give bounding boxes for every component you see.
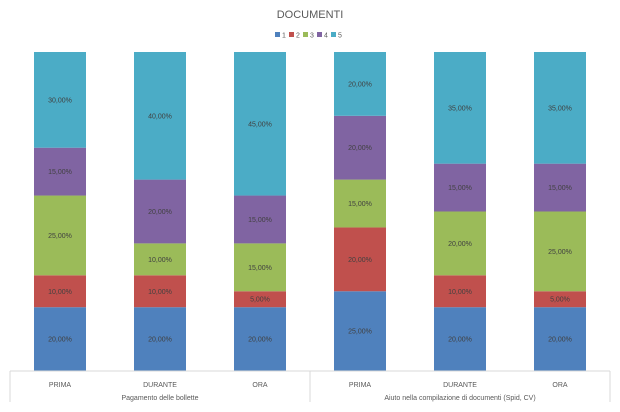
bar-segment [234, 307, 286, 371]
category-label: DURANTE [443, 382, 477, 389]
data-label: 40,00% [148, 113, 172, 120]
bar-segment [334, 115, 386, 180]
bar-segment [334, 291, 386, 371]
category-axis: PRIMA DURANTE ORA PRIMA DURANTE ORA Pagamento … [9, 370, 611, 402]
data-label: 5,00% [550, 297, 570, 304]
bar-segment [234, 243, 286, 292]
data-label: 15,00% [248, 265, 272, 272]
legend-label-2: 2 [296, 33, 300, 40]
bar-segment [234, 195, 286, 244]
data-label: 15,00% [48, 169, 72, 176]
data-label: 25,00% [48, 233, 72, 240]
legend-swatch-5 [331, 32, 336, 37]
bar-segment [34, 52, 86, 148]
bar-segment [534, 307, 586, 371]
group-label: Pagamento delle bollette [121, 395, 198, 402]
data-label: 10,00% [148, 257, 172, 264]
data-label: 25,00% [548, 249, 572, 256]
category-label: ORA [252, 382, 268, 389]
bar-segment [434, 52, 486, 164]
bar-segment [134, 275, 186, 308]
bar-segment [534, 211, 586, 292]
data-label: 10,00% [48, 289, 72, 296]
bar-segment [134, 179, 186, 244]
legend-label-1: 1 [282, 33, 286, 40]
bar-segment [34, 195, 86, 276]
legend-label-4: 4 [324, 33, 328, 40]
legend-swatch-4 [317, 32, 322, 37]
data-label: 35,00% [448, 105, 472, 112]
bar-segment [134, 307, 186, 371]
bar-segment [434, 275, 486, 308]
data-label: 10,00% [148, 289, 172, 296]
bar-segment [434, 211, 486, 276]
data-label: 25,00% [348, 329, 372, 336]
bar-segment [534, 163, 586, 212]
bar-segment [334, 227, 386, 292]
bars [34, 52, 586, 371]
bar-segment [34, 307, 86, 371]
bar-segment [234, 52, 286, 196]
data-label: 20,00% [348, 81, 372, 88]
data-labels: 20,00% 10,00% 25,00% 15,00% 30,00% 20,00% 10,0… [48, 81, 572, 343]
bar-segment [434, 307, 486, 371]
data-label: 20,00% [448, 337, 472, 344]
data-label: 20,00% [48, 337, 72, 344]
group-label: Aiuto nella compilazione di documenti (S… [384, 395, 535, 402]
chart-title: DOCUMENTI [277, 9, 344, 21]
data-label: 20,00% [448, 241, 472, 248]
bar-segment [434, 163, 486, 212]
data-label: 20,00% [348, 145, 372, 152]
category-label: PRIMA [349, 382, 372, 389]
data-label: 20,00% [248, 337, 272, 344]
data-label: 45,00% [248, 121, 272, 128]
data-label: 5,00% [250, 297, 270, 304]
category-label: ORA [552, 382, 568, 389]
data-label: 20,00% [148, 209, 172, 216]
data-label: 15,00% [248, 217, 272, 224]
legend-swatch-2 [289, 32, 294, 37]
legend-swatch-3 [303, 32, 308, 37]
data-label: 15,00% [348, 201, 372, 208]
data-label: 15,00% [448, 185, 472, 192]
bar-segment [134, 243, 186, 276]
data-label: 35,00% [548, 105, 572, 112]
legend-label-3: 3 [310, 33, 314, 40]
data-label: 20,00% [548, 337, 572, 344]
category-label: DURANTE [143, 382, 177, 389]
data-label: 20,00% [148, 337, 172, 344]
bar-segment [534, 52, 586, 164]
legend-swatch-1 [275, 32, 280, 37]
bar-segment [334, 179, 386, 228]
data-label: 30,00% [48, 97, 72, 104]
data-label: 10,00% [448, 289, 472, 296]
bar-segment [34, 147, 86, 196]
bar-segment [234, 291, 286, 308]
bar-segment [534, 291, 586, 308]
data-label: 20,00% [348, 257, 372, 264]
data-label: 15,00% [548, 185, 572, 192]
bar-segment [134, 52, 186, 180]
legend-label-5: 5 [338, 33, 342, 40]
bar-segment [34, 275, 86, 308]
legend: 1 2 3 4 5 [275, 32, 342, 40]
category-label: PRIMA [49, 382, 72, 389]
bar-segment [334, 52, 386, 116]
